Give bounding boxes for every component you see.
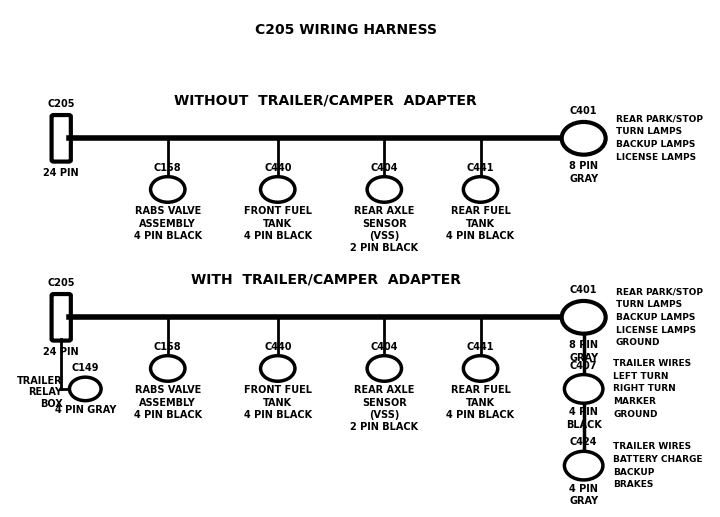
Text: FRONT FUEL: FRONT FUEL (244, 385, 312, 396)
Text: 4 PIN BLACK: 4 PIN BLACK (446, 410, 515, 420)
Text: C401: C401 (570, 106, 598, 116)
Text: C404: C404 (371, 162, 398, 173)
Text: GRAY: GRAY (569, 353, 598, 362)
FancyBboxPatch shape (52, 115, 71, 162)
Text: TANK: TANK (264, 219, 292, 229)
Circle shape (261, 356, 295, 381)
Text: MARKER: MARKER (613, 397, 656, 406)
Text: TRAILER WIRES: TRAILER WIRES (613, 442, 691, 451)
Text: REAR PARK/STOP: REAR PARK/STOP (616, 115, 703, 124)
Text: 8 PIN: 8 PIN (570, 161, 598, 171)
Text: C149: C149 (71, 363, 99, 373)
Text: C440: C440 (264, 162, 292, 173)
Text: SENSOR: SENSOR (362, 398, 407, 407)
Circle shape (464, 177, 498, 202)
Circle shape (150, 177, 185, 202)
Circle shape (464, 356, 498, 381)
Text: 8 PIN: 8 PIN (570, 340, 598, 350)
Text: 4 PIN: 4 PIN (570, 484, 598, 494)
Text: GROUND: GROUND (613, 410, 658, 419)
Text: BLACK: BLACK (566, 420, 602, 430)
Circle shape (261, 177, 295, 202)
Text: C205: C205 (48, 99, 75, 109)
Text: 2 PIN BLACK: 2 PIN BLACK (350, 243, 418, 253)
Text: 4 PIN BLACK: 4 PIN BLACK (243, 231, 312, 241)
Text: REAR PARK/STOP: REAR PARK/STOP (616, 287, 703, 296)
Text: REAR FUEL: REAR FUEL (451, 206, 510, 216)
Text: 24 PIN: 24 PIN (43, 168, 79, 178)
Text: 4 PIN BLACK: 4 PIN BLACK (446, 231, 515, 241)
Circle shape (367, 356, 402, 381)
Text: TANK: TANK (466, 219, 495, 229)
Text: C158: C158 (154, 342, 181, 352)
FancyBboxPatch shape (52, 294, 71, 341)
Text: (VSS): (VSS) (369, 410, 400, 420)
Text: 4 PIN GRAY: 4 PIN GRAY (55, 405, 116, 415)
Text: ASSEMBLY: ASSEMBLY (140, 219, 196, 229)
Circle shape (564, 451, 603, 480)
Text: TURN LAMPS: TURN LAMPS (616, 300, 682, 309)
Text: RABS VALVE: RABS VALVE (135, 206, 201, 216)
Text: C441: C441 (467, 342, 495, 352)
Circle shape (367, 177, 402, 202)
Text: WITH  TRAILER/CAMPER  ADAPTER: WITH TRAILER/CAMPER ADAPTER (191, 272, 461, 286)
Text: C441: C441 (467, 162, 495, 173)
Text: C407: C407 (570, 360, 598, 371)
Text: RABS VALVE: RABS VALVE (135, 385, 201, 396)
Text: RIGHT TURN: RIGHT TURN (613, 385, 676, 393)
Text: GRAY: GRAY (569, 496, 598, 506)
Text: C205: C205 (48, 278, 75, 288)
Text: 4 PIN: 4 PIN (570, 407, 598, 417)
Text: GRAY: GRAY (569, 174, 598, 184)
Text: 4 PIN BLACK: 4 PIN BLACK (134, 410, 202, 420)
Text: BACKUP LAMPS: BACKUP LAMPS (616, 140, 696, 149)
Text: TANK: TANK (264, 398, 292, 407)
Text: BATTERY CHARGE: BATTERY CHARGE (613, 455, 703, 464)
Text: BACKUP: BACKUP (613, 467, 654, 477)
Text: BOX: BOX (40, 399, 63, 408)
Text: TRAILER WIRES: TRAILER WIRES (613, 359, 691, 368)
Text: C401: C401 (570, 285, 598, 295)
Text: GROUND: GROUND (616, 339, 660, 347)
Text: REAR FUEL: REAR FUEL (451, 385, 510, 396)
Text: REAR AXLE: REAR AXLE (354, 206, 415, 216)
Text: 24 PIN: 24 PIN (43, 347, 79, 357)
Text: REAR AXLE: REAR AXLE (354, 385, 415, 396)
Text: TURN LAMPS: TURN LAMPS (616, 127, 682, 136)
Circle shape (562, 122, 606, 155)
Text: 2 PIN BLACK: 2 PIN BLACK (350, 422, 418, 432)
Text: TRAILER: TRAILER (17, 376, 63, 386)
Text: WITHOUT  TRAILER/CAMPER  ADAPTER: WITHOUT TRAILER/CAMPER ADAPTER (174, 94, 477, 108)
Text: LICENSE LAMPS: LICENSE LAMPS (616, 153, 696, 162)
Text: (VSS): (VSS) (369, 231, 400, 241)
Text: LICENSE LAMPS: LICENSE LAMPS (616, 326, 696, 334)
Text: RELAY: RELAY (29, 387, 63, 398)
Text: FRONT FUEL: FRONT FUEL (244, 206, 312, 216)
Text: 4 PIN BLACK: 4 PIN BLACK (134, 231, 202, 241)
Text: BRAKES: BRAKES (613, 480, 654, 489)
Circle shape (69, 377, 101, 401)
Text: TANK: TANK (466, 398, 495, 407)
Text: BACKUP LAMPS: BACKUP LAMPS (616, 313, 696, 322)
Text: C158: C158 (154, 162, 181, 173)
Circle shape (562, 301, 606, 333)
Circle shape (150, 356, 185, 381)
Text: C205 WIRING HARNESS: C205 WIRING HARNESS (256, 23, 438, 37)
Text: C404: C404 (371, 342, 398, 352)
Text: C424: C424 (570, 437, 598, 447)
Text: SENSOR: SENSOR (362, 219, 407, 229)
Text: 4 PIN BLACK: 4 PIN BLACK (243, 410, 312, 420)
Text: ASSEMBLY: ASSEMBLY (140, 398, 196, 407)
Text: C440: C440 (264, 342, 292, 352)
Circle shape (564, 375, 603, 403)
Text: LEFT TURN: LEFT TURN (613, 372, 669, 381)
